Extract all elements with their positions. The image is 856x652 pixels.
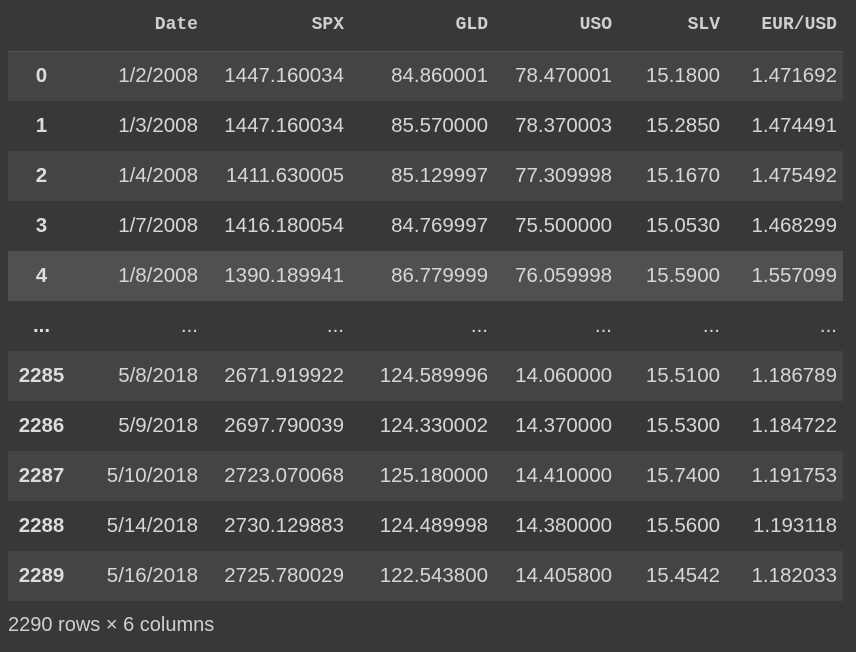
cell-date: 1/7/2008 [118, 214, 198, 237]
cell-uso: 76.059998 [515, 264, 612, 287]
cell-uso: 14.370000 [515, 414, 612, 437]
row-index: 2 [35, 164, 48, 187]
cell-gld: 84.860001 [391, 64, 488, 88]
cell-date: 5/8/2018 [118, 364, 198, 387]
row-index: 0 [35, 64, 48, 88]
cell-eur-usd: ... [819, 314, 837, 337]
table-row: 2 1/4/2008 1411.630005 85.129997 77.3099… [8, 151, 843, 201]
cell-slv: 15.2850 [645, 114, 720, 137]
cell-gld: 85.570000 [391, 114, 488, 137]
cell-uso: 14.380000 [515, 514, 612, 537]
row-index: 2285 [18, 364, 65, 387]
cell-eur-usd: 1.468299 [751, 214, 837, 237]
table-header-row: Date SPX GLD USO SLV EUR/USD [8, 0, 843, 52]
column-header-spx: SPX [204, 0, 350, 52]
cell-slv: 15.5600 [645, 514, 720, 537]
cell-spx: ... [326, 314, 344, 337]
cell-uso: ... [594, 314, 612, 337]
cell-spx: 2697.790039 [224, 414, 344, 437]
cell-spx: 1390.189941 [224, 264, 344, 287]
cell-gld: 84.769997 [391, 214, 488, 237]
cell-slv: 15.1670 [645, 164, 720, 187]
cell-eur-usd: 1.475492 [751, 164, 837, 187]
table-row-ellipsis: ... ... ... ... ... ... ... [8, 301, 843, 351]
column-header-uso: USO [494, 0, 618, 52]
cell-gld: 124.489998 [379, 514, 488, 537]
cell-uso: 75.500000 [515, 214, 612, 237]
index-header [8, 0, 75, 52]
cell-eur-usd: 1.193118 [753, 514, 837, 537]
cell-spx: 1447.160034 [224, 114, 344, 137]
row-index: 2286 [18, 414, 65, 437]
table-row: 2288 5/14/2018 2730.129883 124.489998 14… [8, 501, 843, 551]
cell-date: 1/4/2008 [118, 164, 198, 187]
cell-uso: 78.370003 [515, 114, 612, 137]
cell-date: 5/14/2018 [106, 514, 198, 537]
row-index: 4 [35, 264, 48, 287]
cell-uso: 14.060000 [515, 364, 612, 387]
cell-uso: 78.470001 [515, 64, 612, 88]
cell-uso: 14.405800 [515, 564, 612, 587]
column-header-slv: SLV [618, 0, 726, 52]
cell-eur-usd: 1.186789 [751, 364, 837, 387]
row-index: 2288 [18, 514, 65, 537]
cell-spx: 2723.070068 [224, 464, 344, 487]
cell-date: 5/16/2018 [106, 564, 198, 587]
cell-spx: 2671.919922 [224, 364, 344, 387]
cell-date: 1/2/2008 [118, 64, 198, 88]
cell-gld: 122.543800 [379, 564, 488, 587]
row-index: ... [32, 314, 51, 337]
table-row: 2286 5/9/2018 2697.790039 124.330002 14.… [8, 401, 843, 451]
cell-date: 5/9/2018 [118, 414, 198, 437]
cell-uso: 77.309998 [515, 164, 612, 187]
column-header-eur-usd: EUR/USD [726, 0, 843, 52]
cell-gld: 125.180000 [379, 464, 488, 487]
cell-slv: 15.7400 [645, 464, 720, 487]
cell-slv: 15.1800 [645, 64, 720, 88]
cell-eur-usd: 1.474491 [751, 114, 837, 137]
cell-date: ... [180, 314, 198, 337]
cell-gld: 124.330002 [379, 414, 488, 437]
cell-uso: 14.410000 [515, 464, 612, 487]
cell-eur-usd: 1.557099 [751, 264, 837, 287]
cell-slv: ... [702, 314, 720, 337]
table-row: 2285 5/8/2018 2671.919922 124.589996 14.… [8, 351, 843, 401]
cell-slv: 15.4542 [645, 564, 720, 587]
table-row: 2289 5/16/2018 2725.780029 122.543800 14… [8, 551, 843, 601]
table-row-hovered: 4 1/8/2008 1390.189941 86.779999 76.0599… [8, 251, 843, 301]
table-row: 0 1/2/2008 1447.160034 84.860001 78.4700… [8, 51, 843, 101]
cell-spx: 1416.180054 [224, 214, 344, 237]
column-header-date: Date [75, 0, 204, 52]
row-index: 2289 [18, 564, 65, 587]
cell-eur-usd: 1.184722 [751, 414, 837, 437]
cell-gld: ... [470, 314, 488, 337]
cell-spx: 1411.630005 [225, 164, 344, 187]
column-header-gld: GLD [350, 0, 494, 52]
cell-slv: 15.5100 [645, 364, 720, 387]
cell-spx: 2730.129883 [224, 514, 344, 537]
table-row: 2287 5/10/2018 2723.070068 125.180000 14… [8, 451, 843, 501]
cell-slv: 15.0530 [645, 214, 720, 237]
table-row: 3 1/7/2008 1416.180054 84.769997 75.5000… [8, 201, 843, 251]
cell-date: 1/8/2008 [118, 264, 198, 287]
dataframe-shape-caption: 2290 rows × 6 columns [8, 614, 215, 636]
cell-eur-usd: 1.471692 [751, 64, 837, 88]
cell-spx: 1447.160034 [224, 64, 344, 88]
cell-date: 1/3/2008 [118, 114, 198, 137]
cell-eur-usd: 1.191753 [751, 464, 837, 487]
cell-eur-usd: 1.182033 [751, 564, 837, 587]
table-row: 1 1/3/2008 1447.160034 85.570000 78.3700… [8, 101, 843, 151]
dataframe-table: Date SPX GLD USO SLV EUR/USD 0 1/2/2008 … [8, 0, 843, 601]
cell-gld: 85.129997 [391, 164, 488, 187]
cell-spx: 2725.780029 [224, 564, 344, 587]
cell-slv: 15.5300 [645, 414, 720, 437]
cell-date: 5/10/2018 [106, 464, 198, 487]
row-index: 1 [35, 114, 48, 137]
row-index: 3 [35, 214, 48, 237]
cell-gld: 124.589996 [379, 364, 488, 387]
cell-slv: 15.5900 [645, 264, 720, 287]
row-index: 2287 [18, 464, 65, 487]
cell-gld: 86.779999 [391, 264, 488, 287]
